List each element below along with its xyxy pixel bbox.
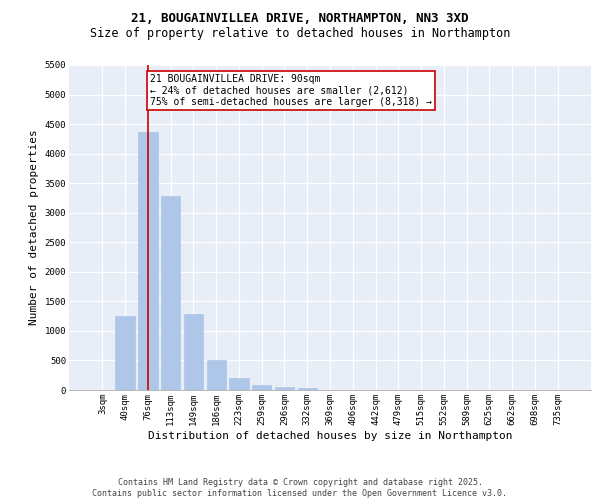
Text: Size of property relative to detached houses in Northampton: Size of property relative to detached ho… <box>90 28 510 40</box>
Bar <box>252 386 271 390</box>
Y-axis label: Number of detached properties: Number of detached properties <box>29 130 39 326</box>
Bar <box>184 314 203 390</box>
Bar <box>229 378 248 390</box>
Text: 21, BOUGAINVILLEA DRIVE, NORTHAMPTON, NN3 3XD: 21, BOUGAINVILLEA DRIVE, NORTHAMPTON, NN… <box>131 12 469 26</box>
Bar <box>115 316 135 390</box>
Text: 21 BOUGAINVILLEA DRIVE: 90sqm
← 24% of detached houses are smaller (2,612)
75% o: 21 BOUGAINVILLEA DRIVE: 90sqm ← 24% of d… <box>150 74 432 107</box>
X-axis label: Distribution of detached houses by size in Northampton: Distribution of detached houses by size … <box>148 430 512 440</box>
Bar <box>161 196 181 390</box>
Bar <box>298 388 317 390</box>
Bar <box>206 360 226 390</box>
Bar <box>275 387 294 390</box>
Text: Contains HM Land Registry data © Crown copyright and database right 2025.
Contai: Contains HM Land Registry data © Crown c… <box>92 478 508 498</box>
Bar <box>138 132 158 390</box>
